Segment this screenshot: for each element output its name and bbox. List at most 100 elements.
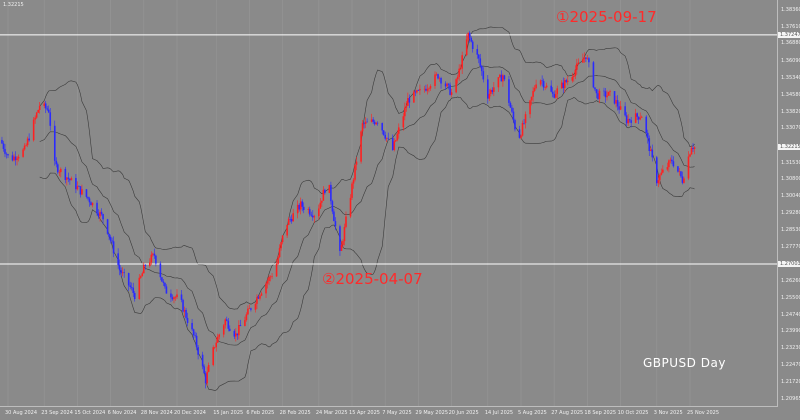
candle-body [455,79,457,93]
candle-body [215,342,218,348]
candle-body [649,149,652,151]
candle-body [311,215,314,218]
candle-body [539,80,542,85]
candle-body [524,114,527,124]
chart-area[interactable] [0,0,778,407]
candle-body [503,75,506,80]
bb-middle-line [39,65,695,346]
candle-body [627,119,629,124]
candle-body [576,63,578,70]
candle-body [23,145,26,150]
candle-body [585,57,587,59]
price-chart [0,0,777,406]
candle-body [397,127,400,134]
candle-body [319,202,322,209]
price-marker: 1.32215 [778,144,800,151]
date-tick: 14 Jul 2025 [484,410,514,416]
candle-body [81,189,83,195]
candle-body [278,248,281,258]
candle-body [678,171,681,172]
candle-body [269,276,272,278]
candle-body [681,176,684,183]
candle-body [615,100,617,104]
candle-body [405,105,408,108]
candle-body [268,276,270,281]
candle-body [491,89,494,92]
candle-body [75,177,77,190]
candle-body [597,93,599,100]
candle-body [689,154,691,157]
candle-body [307,209,310,210]
price-tick: 1.21720 [781,379,800,386]
candle-body [530,96,533,101]
price-tick: 1.30800 [781,176,800,183]
candle-body [254,303,257,310]
candle-body [636,113,638,117]
candle-body [672,161,675,167]
candle-body [132,287,135,293]
candle-body [391,137,394,151]
candle-body [69,178,71,181]
candle-body [604,91,607,98]
candle-body [66,177,68,180]
candle-body [508,79,510,103]
candle-body [165,286,168,294]
candle-body [99,211,101,217]
candle-body [150,254,153,263]
candle-body [222,325,225,335]
candle-body [352,179,355,184]
candle-body [186,317,189,323]
date-tick: 20 Jun 2025 [448,410,479,416]
candle-body [247,308,249,315]
candle-body [212,347,215,366]
candle-body [14,156,17,161]
price-tick: 1.29280 [781,210,800,217]
candle-body [330,184,332,202]
candle-body [639,117,642,120]
candle-body [511,107,513,112]
candle-body [91,202,94,206]
date-tick: 29 May 2025 [415,410,449,416]
candle-body [450,92,453,95]
candle-body [656,157,658,184]
candle-body [628,119,631,121]
date-tick: 15 Apr 2025 [349,410,380,416]
candle-body [87,196,89,199]
candle-body [250,308,252,310]
candle-body [25,145,27,146]
candle-body [162,281,165,283]
candle-body [394,140,397,142]
candle-body [425,88,427,91]
candle-body [351,183,353,198]
candle-body [245,314,248,321]
price-tick: 1.35340 [781,74,800,81]
candle-body [586,58,589,59]
date-tick: 7 May 2025 [382,410,412,416]
candle-body [645,116,648,133]
candle-body [225,319,228,321]
candle-body [227,320,230,329]
candle-body [271,276,273,277]
candle-body [256,297,258,304]
candle-body [56,164,59,173]
candle-body [280,242,282,249]
candle-body [22,149,24,157]
candle-body [616,100,619,107]
candle-body [544,87,546,88]
candle-body [407,98,409,106]
candle-body [275,263,278,277]
candle-body [477,54,480,59]
candle-body [302,206,305,210]
candle-body [375,122,377,125]
candle-body [129,285,132,287]
candle-body [671,159,673,162]
candle-body [428,88,430,90]
candle-body [417,90,420,91]
candle-body [408,98,411,103]
symbol-timeframe-label: GBPUSD Day [643,356,726,370]
candle-body [393,141,396,151]
chart-info: 1.32215 [3,2,24,8]
date-tick: 10 Oct 2025 [617,410,649,416]
candle-body [28,138,30,141]
candle-body [594,87,596,90]
